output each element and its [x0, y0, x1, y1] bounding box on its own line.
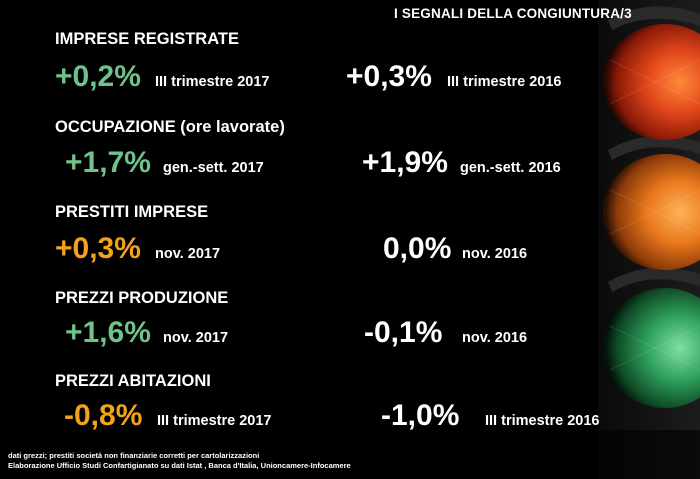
previous-period-occupazione: gen.-sett. 2016 — [460, 160, 561, 176]
previous-value-occupazione: +1,9% — [362, 146, 448, 179]
footnote-source: Elaborazione Ufficio Studi Confartigiana… — [8, 461, 351, 470]
indicator-heading-imprese: IMPRESE REGISTRATE — [55, 30, 239, 48]
footnote-data-note: dati grezzi; prestiti società non finanz… — [8, 451, 260, 460]
previous-period-abitazioni: III trimestre 2016 — [485, 413, 600, 429]
current-value-produzione: +1,6% — [65, 316, 151, 349]
current-period-imprese: III trimestre 2017 — [155, 74, 270, 90]
current-value-occupazione: +1,7% — [65, 146, 151, 179]
current-period-occupazione: gen.-sett. 2017 — [163, 160, 264, 176]
indicator-heading-prestiti: PRESTITI IMPRESE — [55, 203, 209, 221]
current-value-imprese: +0,2% — [55, 60, 141, 93]
indicator-heading-abitazioni: PREZZI ABITAZIONI — [55, 372, 211, 390]
current-period-produzione: nov. 2017 — [163, 330, 229, 346]
current-value-abitazioni: -0,8% — [64, 399, 143, 432]
previous-period-imprese: III trimestre 2016 — [447, 74, 562, 90]
previous-value-abitazioni: -1,0% — [381, 399, 460, 432]
red-lamp-icon — [603, 24, 700, 140]
previous-value-prestiti: 0,0% — [383, 232, 452, 265]
current-period-prestiti: nov. 2017 — [155, 246, 221, 262]
amber-lamp-icon — [603, 154, 700, 270]
indicator-heading-produzione: PREZZI PRODUZIONE — [55, 289, 229, 307]
green-lamp-icon — [603, 288, 700, 408]
previous-period-prestiti: nov. 2016 — [462, 246, 528, 262]
slide-title: I SEGNALI DELLA CONGIUNTURA/3 — [394, 6, 632, 21]
current-period-abitazioni: III trimestre 2017 — [157, 413, 272, 429]
current-value-prestiti: +0,3% — [55, 232, 141, 265]
indicator-heading-occupazione: OCCUPAZIONE (ore lavorate) — [55, 118, 285, 136]
previous-value-imprese: +0,3% — [346, 60, 432, 93]
previous-value-produzione: -0,1% — [364, 316, 443, 349]
previous-period-produzione: nov. 2016 — [462, 330, 528, 346]
traffic-light-icon — [590, 0, 700, 479]
